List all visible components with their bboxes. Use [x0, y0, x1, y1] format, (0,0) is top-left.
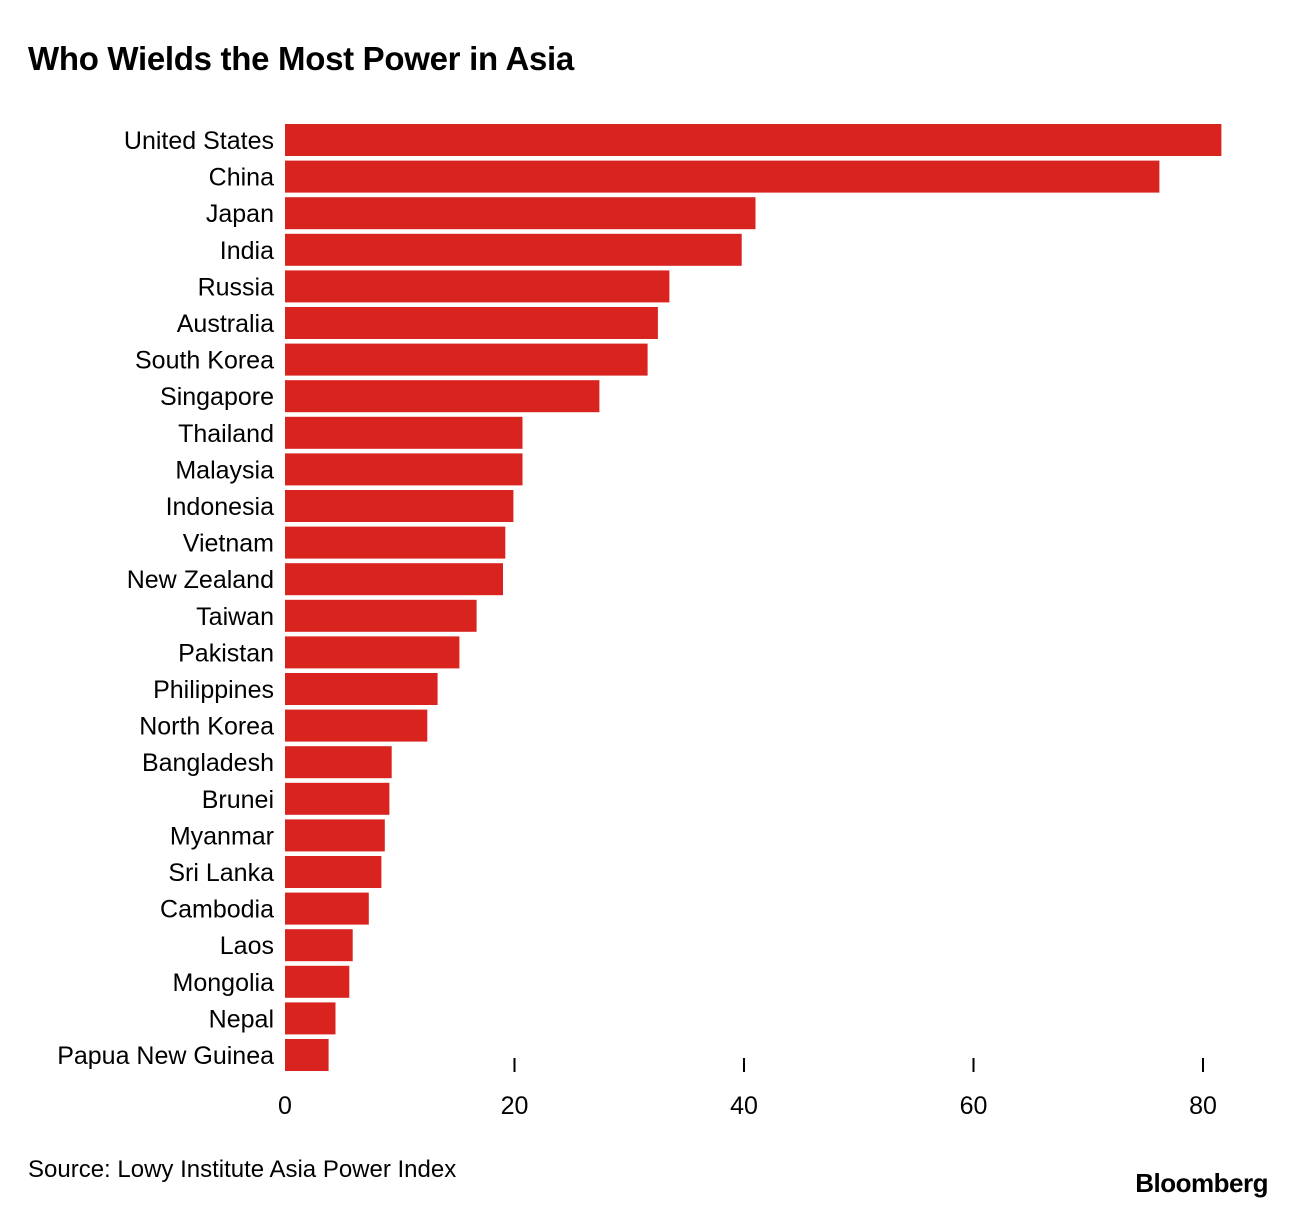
category-label: Nepal: [209, 1005, 274, 1033]
bar-indonesia: [285, 490, 514, 522]
bar-sri-lanka: [285, 856, 382, 888]
category-label: Indonesia: [166, 493, 275, 521]
bar-vietnam: [285, 526, 506, 559]
category-label: India: [220, 237, 274, 265]
x-tick-label: 60: [960, 1092, 988, 1120]
category-label: Singapore: [160, 383, 274, 411]
bar-china: [285, 160, 1160, 193]
category-label: Australia: [177, 310, 274, 338]
chart-title: Who Wields the Most Power in Asia: [28, 40, 574, 77]
category-label: Vietnam: [183, 530, 274, 558]
category-label: Pakistan: [178, 639, 274, 667]
source-note: Source: Lowy Institute Asia Power Index: [28, 1156, 457, 1183]
bar-papua-new-guinea: [285, 1039, 329, 1071]
category-label: Japan: [206, 200, 274, 228]
bar-united-states: [285, 124, 1222, 156]
bar-philippines: [285, 673, 438, 705]
category-label: United States: [124, 127, 274, 155]
category-label: Sri Lanka: [168, 859, 274, 887]
bar-south-korea: [285, 343, 648, 376]
x-tick-label: 40: [730, 1092, 758, 1120]
x-tick-label: 0: [278, 1092, 292, 1120]
category-label: Bangladesh: [142, 749, 274, 777]
bar-north-korea: [285, 709, 428, 742]
category-label: Papua New Guinea: [57, 1042, 274, 1070]
category-label: Philippines: [153, 676, 274, 704]
bar-nepal: [285, 1002, 336, 1035]
category-label: Russia: [198, 273, 275, 301]
bar-new-zealand: [285, 563, 503, 596]
bar-thailand: [285, 416, 523, 449]
category-label: Thailand: [178, 420, 274, 448]
bar-india: [285, 233, 742, 266]
bar-russia: [285, 270, 670, 303]
x-tick-label: 80: [1189, 1092, 1217, 1120]
category-label: Malaysia: [175, 456, 274, 484]
bar-bangladesh: [285, 746, 392, 779]
x-tick-label: 20: [501, 1092, 529, 1120]
bar-malaysia: [285, 453, 523, 486]
category-label: Myanmar: [170, 822, 274, 850]
bloomberg-logo: Bloomberg: [1135, 1168, 1268, 1198]
category-label: China: [209, 164, 274, 192]
bar-brunei: [285, 782, 390, 815]
bar-chart: United States China Japan India Russia Austra…: [57, 124, 1222, 1120]
category-label: North Korea: [139, 713, 274, 741]
bar-taiwan: [285, 599, 477, 632]
category-label: New Zealand: [127, 566, 274, 594]
category-label: Mongolia: [173, 969, 275, 997]
bar-australia: [285, 307, 658, 339]
bar-laos: [285, 929, 353, 962]
category-label: Laos: [220, 932, 274, 960]
category-label: Taiwan: [196, 603, 274, 631]
bar-pakistan: [285, 636, 460, 669]
bar-mongolia: [285, 965, 350, 998]
bar-cambodia: [285, 892, 369, 925]
bar-japan: [285, 197, 756, 230]
category-label: South Korea: [135, 347, 274, 375]
bar-myanmar: [285, 819, 385, 852]
bar-singapore: [285, 380, 600, 413]
category-label: Cambodia: [160, 896, 274, 924]
category-label: Brunei: [202, 786, 274, 814]
